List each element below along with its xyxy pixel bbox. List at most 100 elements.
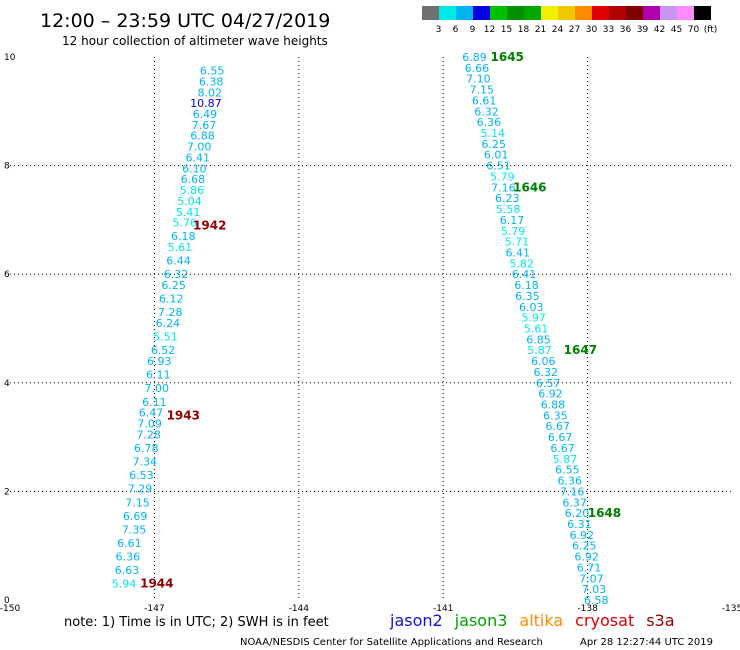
- wave-height-value: 5.71: [505, 236, 530, 249]
- wave-height-value: 6.17: [500, 214, 525, 227]
- legend-jason2: jason2: [389, 611, 443, 630]
- wave-height-value: 6.32: [474, 105, 499, 118]
- color-swatch: [592, 6, 609, 20]
- x-tick-label: -144: [289, 604, 310, 614]
- color-scale: 3 6 9 12 15 18 21 24 27 30 33 36 39 42 45 70 (ft): [422, 6, 717, 35]
- wave-height-value: 6.25: [481, 138, 506, 151]
- legend-altika: altika: [519, 611, 563, 630]
- color-swatch: [439, 6, 456, 20]
- wave-height-value: 6.69: [123, 510, 148, 523]
- time-label: 1646: [513, 180, 546, 194]
- chart-title: 12:00 – 23:59 UTC 04/27/2019: [40, 10, 330, 32]
- color-scale-label: 45: [671, 25, 682, 35]
- wave-height-value: 5.76: [172, 217, 197, 230]
- wave-height-value: 6.92: [574, 551, 599, 564]
- wave-height-value: 6.37: [562, 496, 587, 509]
- wave-height-value: 7.35: [122, 523, 147, 536]
- wave-height-value: 7.00: [187, 141, 212, 154]
- wave-height-value: 6.58: [584, 594, 609, 607]
- time-label: 1647: [564, 343, 597, 357]
- color-scale-label: 27: [569, 25, 580, 35]
- satellite-legend: jason2 jason3 altika cryosat s3a: [389, 611, 675, 630]
- wave-height-value: 6.23: [495, 192, 520, 205]
- wave-height-value: 7.15: [469, 84, 494, 97]
- color-swatch: [507, 6, 524, 20]
- time-label: 1943: [167, 408, 200, 422]
- wave-height-value: 7.67: [192, 119, 217, 132]
- wave-height-value: 6.67: [548, 431, 573, 444]
- chart-subtitle: 12 hour collection of altimeter wave hei…: [62, 34, 328, 48]
- wave-height-value: 6.92: [538, 388, 563, 401]
- wave-height-value: 6.03: [519, 301, 544, 314]
- color-swatch: [575, 6, 592, 20]
- wave-height-value: 5.82: [509, 257, 534, 270]
- color-scale-label: 30: [586, 25, 598, 35]
- x-tick-label: -135: [722, 604, 740, 614]
- wave-height-value: 6.25: [161, 279, 186, 292]
- wave-height-value: 7.09: [137, 418, 162, 431]
- plot-area: -150 -147 -144 -141 -138 -13502468106.556.388…: [0, 50, 740, 614]
- color-swatch: [643, 6, 660, 20]
- wave-height-value: 6.55: [555, 464, 580, 477]
- wave-height-value: 6.35: [543, 409, 568, 422]
- legend-s3a: s3a: [646, 611, 674, 630]
- wave-height-value: 6.78: [134, 442, 159, 455]
- color-swatch: [541, 6, 558, 20]
- wave-height-value: 7.16: [491, 181, 516, 194]
- y-tick-label: 0: [4, 596, 10, 606]
- wave-height-value: 6.36: [477, 116, 502, 129]
- wave-height-value: 6.36: [116, 551, 141, 564]
- wave-height-value: 5.51: [153, 331, 178, 344]
- color-swatch: [626, 6, 643, 20]
- legend-jason3: jason3: [454, 611, 508, 630]
- color-scale-label: 36: [620, 25, 632, 35]
- color-swatch: [490, 6, 507, 20]
- wave-height-value: 6.53: [129, 469, 154, 482]
- wave-height-value: 7.29: [128, 483, 153, 496]
- y-tick-label: 8: [4, 162, 10, 172]
- wave-height-value: 6.92: [570, 529, 595, 542]
- wave-height-value: 6.63: [115, 564, 140, 577]
- color-swatch: [660, 6, 677, 20]
- wave-height-value: 7.10: [466, 73, 491, 86]
- wave-height-value: 6.31: [567, 518, 592, 531]
- wave-height-value: 6.55: [200, 65, 225, 78]
- wave-height-value: 10.87: [190, 97, 222, 110]
- wave-height-value: 6.66: [465, 62, 490, 75]
- wave-height-value: 7.07: [579, 572, 604, 585]
- wave-height-value: 5.04: [177, 195, 202, 208]
- color-scale-label: (ft): [704, 25, 718, 35]
- wave-height-value: 5.87: [553, 453, 578, 466]
- wave-height-value: 5.79: [490, 170, 515, 183]
- wave-height-value: 6.44: [166, 255, 191, 268]
- color-scale-label: 15: [501, 25, 512, 35]
- wave-height-value: 6.25: [572, 540, 597, 553]
- wave-height-value: 6.41: [185, 151, 210, 164]
- wave-height-value: 6.67: [550, 442, 575, 455]
- color-swatch: [473, 6, 490, 20]
- wave-height-value: 7.28: [158, 306, 183, 319]
- wave-height-value: 6.71: [577, 561, 602, 574]
- wave-height-value: 7.00: [145, 382, 170, 395]
- wave-height-value: 6.11: [142, 396, 167, 409]
- color-swatch: [558, 6, 575, 20]
- color-scale-label: 3: [436, 25, 442, 35]
- wave-height-value: 5.97: [521, 312, 546, 325]
- wave-height-value: 6.12: [159, 293, 184, 306]
- wave-height-value: 6.41: [506, 246, 531, 259]
- wave-height-value: 6.51: [486, 160, 511, 173]
- wave-height-value: 6.41: [512, 268, 537, 281]
- wave-height-value: 5.86: [180, 184, 205, 197]
- wave-height-value: 6.20: [565, 507, 590, 520]
- wave-height-value: 6.24: [156, 317, 181, 330]
- legend-cryosat: cryosat: [575, 611, 634, 630]
- wave-height-value: 6.85: [526, 333, 551, 346]
- color-scale-label: 18: [518, 25, 530, 35]
- x-tick-label: -147: [144, 604, 164, 614]
- wave-height-value: 6.93: [147, 355, 172, 368]
- x-tick-label: -150: [0, 604, 20, 614]
- color-scale-label: 24: [552, 25, 564, 35]
- wave-height-value: 6.68: [181, 173, 206, 186]
- wave-height-value: 7.34: [133, 456, 158, 469]
